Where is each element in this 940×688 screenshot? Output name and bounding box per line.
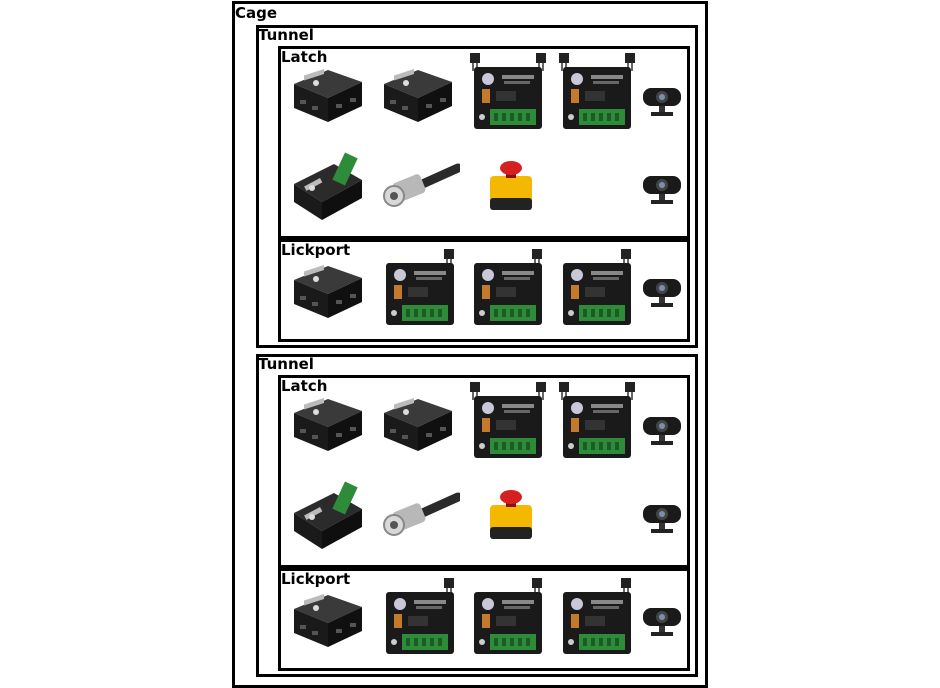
stepper-pedget-with-connectors xyxy=(468,51,548,137)
emergency-stop-button xyxy=(486,487,536,547)
vmot-hub-pedget xyxy=(290,254,366,326)
stepper-pedget-with-connectors-graphic xyxy=(559,53,635,129)
stepper-pedget-with-connectors xyxy=(468,380,548,466)
vmot-hub-pedget xyxy=(290,58,366,130)
webcam-graphic xyxy=(643,608,681,636)
webcam xyxy=(641,172,683,210)
vmot-hub-pedget xyxy=(290,387,366,459)
bnc-cable-graphic xyxy=(383,492,463,536)
webcam-graphic xyxy=(643,505,681,533)
emergency-stop-button-graphic xyxy=(490,490,532,539)
stepper-pedget-with-connector xyxy=(380,247,460,333)
stepper-pedget-with-connector xyxy=(557,247,637,333)
stepper-pedget-with-connector-graphic xyxy=(563,578,631,654)
vmot-hub-pedget-graphic xyxy=(384,397,452,451)
vmot-hub-pedget xyxy=(290,583,366,655)
webcam xyxy=(641,275,683,313)
stepper-pedget-with-connectors xyxy=(557,51,637,137)
webcam-graphic xyxy=(643,279,681,307)
lickport-label: Lickport xyxy=(281,570,351,588)
stepper-pedget-with-connectors-graphic xyxy=(470,382,546,458)
vmot-hub-pedget-graphic xyxy=(384,68,452,122)
vmot-hub-pedget-graphic xyxy=(294,264,362,318)
cage-label: Cage xyxy=(235,4,278,22)
bnc-cable-graphic xyxy=(383,163,463,207)
vmot-hub-pedget xyxy=(380,58,456,130)
vmot-hub-pedget-graphic xyxy=(294,397,362,451)
bnc-cable xyxy=(380,485,463,549)
stepper-pedget-with-connector-graphic xyxy=(474,578,542,654)
stepper-pedget-with-connectors xyxy=(557,380,637,466)
latch-label: Latch xyxy=(281,377,328,395)
bnc-cable xyxy=(380,156,463,220)
stepper-pedget-with-connector-graphic xyxy=(563,249,631,325)
stepper-pedget-with-connectors-graphic xyxy=(470,53,546,129)
lickport-label: Lickport xyxy=(281,241,351,259)
vmot-hub-pedget xyxy=(380,387,456,459)
webcam-graphic xyxy=(643,417,681,445)
vmot-hub-pedget-graphic xyxy=(294,68,362,122)
stepper-pedget-with-connector-graphic xyxy=(474,249,542,325)
stepper-pedget-with-connector xyxy=(468,247,548,333)
tunnel-label: Tunnel xyxy=(258,355,314,373)
webcam xyxy=(641,413,683,451)
stepper-pedget-with-connector-graphic xyxy=(386,249,454,325)
stepper-pedget-with-connectors-graphic xyxy=(559,382,635,458)
webcam xyxy=(641,501,683,539)
emergency-stop-button-graphic xyxy=(490,161,532,210)
breakout-pedget-graphic xyxy=(294,152,362,220)
stepper-pedget-with-connector xyxy=(468,576,548,662)
breakout-pedget-graphic xyxy=(294,481,362,549)
webcam xyxy=(641,84,683,122)
stepper-pedget-with-connector-graphic xyxy=(386,578,454,654)
emergency-stop-button xyxy=(486,158,536,218)
breakout-pedget xyxy=(290,150,366,226)
webcam-graphic xyxy=(643,176,681,204)
webcam-graphic xyxy=(643,88,681,116)
tunnel-label: Tunnel xyxy=(258,26,314,44)
breakout-pedget xyxy=(290,479,366,555)
vmot-hub-pedget-graphic xyxy=(294,593,362,647)
stepper-pedget-with-connector xyxy=(380,576,460,662)
webcam xyxy=(641,604,683,642)
latch-label: Latch xyxy=(281,48,328,66)
stepper-pedget-with-connector xyxy=(557,576,637,662)
